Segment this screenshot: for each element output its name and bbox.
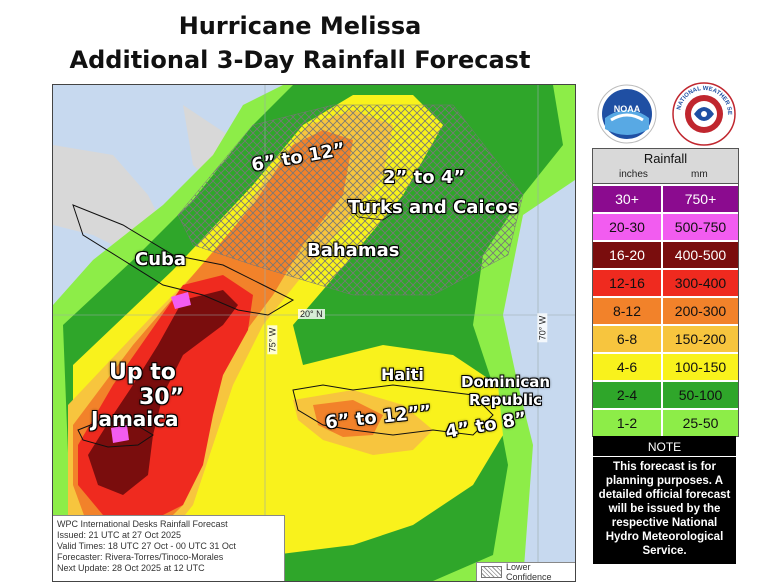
legend-header: Rainfall inches mm xyxy=(593,149,738,184)
legend-inches-value: 16-20 xyxy=(593,242,663,268)
rainfall-map: 20° N 75° W 70° W 6” to 12” 2” to 4” Tur… xyxy=(52,84,576,582)
jamaica-coastline xyxy=(77,419,154,448)
nws-logo: NATIONAL WEATHER SERVICE xyxy=(672,82,736,146)
noaa-logo-text: NOAA xyxy=(614,104,641,114)
rain-zone-16-20in xyxy=(88,290,238,495)
info-line-1: WPC International Desks Rainfall Forecas… xyxy=(57,519,228,529)
legend-row: 20-30 500-750 xyxy=(593,212,738,240)
lower-confidence-area xyxy=(177,104,524,296)
rainfall-legend: Rainfall inches mm 30+ 750+ 20-30 500-750 16… xyxy=(592,148,739,437)
legend-inches-value: 30+ xyxy=(593,186,663,212)
hatch-swatch-icon xyxy=(481,566,503,578)
label-haiti: Haiti xyxy=(381,365,424,384)
info-line-5: Next Update: 28 Oct 2025 at 12 UTC xyxy=(57,563,205,573)
longitude-label-75w: 75° W xyxy=(267,325,278,355)
legend-inches-value: 1-2 xyxy=(593,410,663,436)
info-line-4: Forecaster: Rivera-Torres/Tinoco-Morales xyxy=(57,552,224,562)
legend-inches-value: 20-30 xyxy=(593,214,663,240)
bahamas-coastline xyxy=(347,199,399,221)
label-2-4: 2” to 4” xyxy=(383,167,466,188)
noaa-logo: NOAA xyxy=(597,84,657,144)
legend-mm-value: 300-400 xyxy=(663,270,738,296)
legend-row: 6-8 150-200 xyxy=(593,324,738,352)
legend-title: Rainfall xyxy=(643,151,688,166)
legend-inches-value: 8-12 xyxy=(593,298,663,324)
label-turks-and-caicos: Turks and Caicos xyxy=(348,197,519,218)
legend-mm-value: 400-500 xyxy=(663,242,738,268)
forecast-info-box: WPC International Desks Rainfall Forecas… xyxy=(53,515,285,581)
legend-mm-value: 25-50 xyxy=(663,410,738,436)
latitude-label-20n: 20° N xyxy=(298,309,325,319)
legend-row: 30+ 750+ xyxy=(593,184,738,212)
longitude-label-70w: 70° W xyxy=(537,313,548,343)
note-title: NOTE xyxy=(593,440,736,457)
legend-mm-value: 500-750 xyxy=(663,214,738,240)
info-line-2: Issued: 21 UTC at 27 Oct 2025 xyxy=(57,530,182,540)
legend-inches-value: 4-6 xyxy=(593,354,663,380)
rain-zone-20-30in-cuba xyxy=(171,292,191,309)
legend-inches-value: 12-16 xyxy=(593,270,663,296)
label-republic: Republic xyxy=(469,391,543,409)
hispaniola-coastline xyxy=(292,384,494,436)
rain-zone-8-12in-haiti xyxy=(313,400,383,437)
label-dominican: Dominican xyxy=(461,373,551,391)
map-title-line2: Additional 3-Day Rainfall Forecast xyxy=(69,46,531,74)
lower-confidence-label: Lower Confidence xyxy=(506,562,552,582)
lower-confidence-key: Lower Confidence xyxy=(476,562,575,581)
info-line-3: Valid Times: 18 UTC 27 Oct - 00 UTC 31 O… xyxy=(57,541,236,551)
legend-mm-value: 100-150 xyxy=(663,354,738,380)
legend-mm-value: 50-100 xyxy=(663,382,738,408)
legend-inches-label: inches xyxy=(619,169,648,180)
legend-row: 2-4 50-100 xyxy=(593,380,738,408)
legend-row: 1-2 25-50 xyxy=(593,408,738,436)
cuba-coastline xyxy=(72,204,295,316)
label-30-inches: 30” xyxy=(139,385,185,410)
legend-mm-value: 200-300 xyxy=(663,298,738,324)
label-jamaica: Jamaica xyxy=(91,407,179,431)
legend-inches-value: 2-4 xyxy=(593,382,663,408)
legend-row: 16-20 400-500 xyxy=(593,240,738,268)
rain-zone-20-30in-jamaica xyxy=(111,425,129,443)
note-body: This forecast is for planning purposes. … xyxy=(598,461,731,557)
map-title-line1: Hurricane Melissa xyxy=(178,12,422,40)
label-bahamas: Bahamas xyxy=(307,240,400,261)
rainfall-map-graphic xyxy=(53,85,575,581)
legend-inches-value: 6-8 xyxy=(593,326,663,352)
legend-row: 12-16 300-400 xyxy=(593,268,738,296)
legend-mm-value: 150-200 xyxy=(663,326,738,352)
legend-mm-value: 750+ xyxy=(663,186,738,212)
legend-mm-label: mm xyxy=(691,169,708,180)
legend-row: 8-12 200-300 xyxy=(593,296,738,324)
label-up-to: Up to xyxy=(109,360,176,385)
legend-row: 4-6 100-150 xyxy=(593,352,738,380)
legend-rows: 30+ 750+ 20-30 500-750 16-20 400-500 12-16 300-… xyxy=(593,184,738,436)
note-box: NOTE This forecast is for planning purpo… xyxy=(593,436,736,564)
label-cuba: Cuba xyxy=(135,249,187,270)
